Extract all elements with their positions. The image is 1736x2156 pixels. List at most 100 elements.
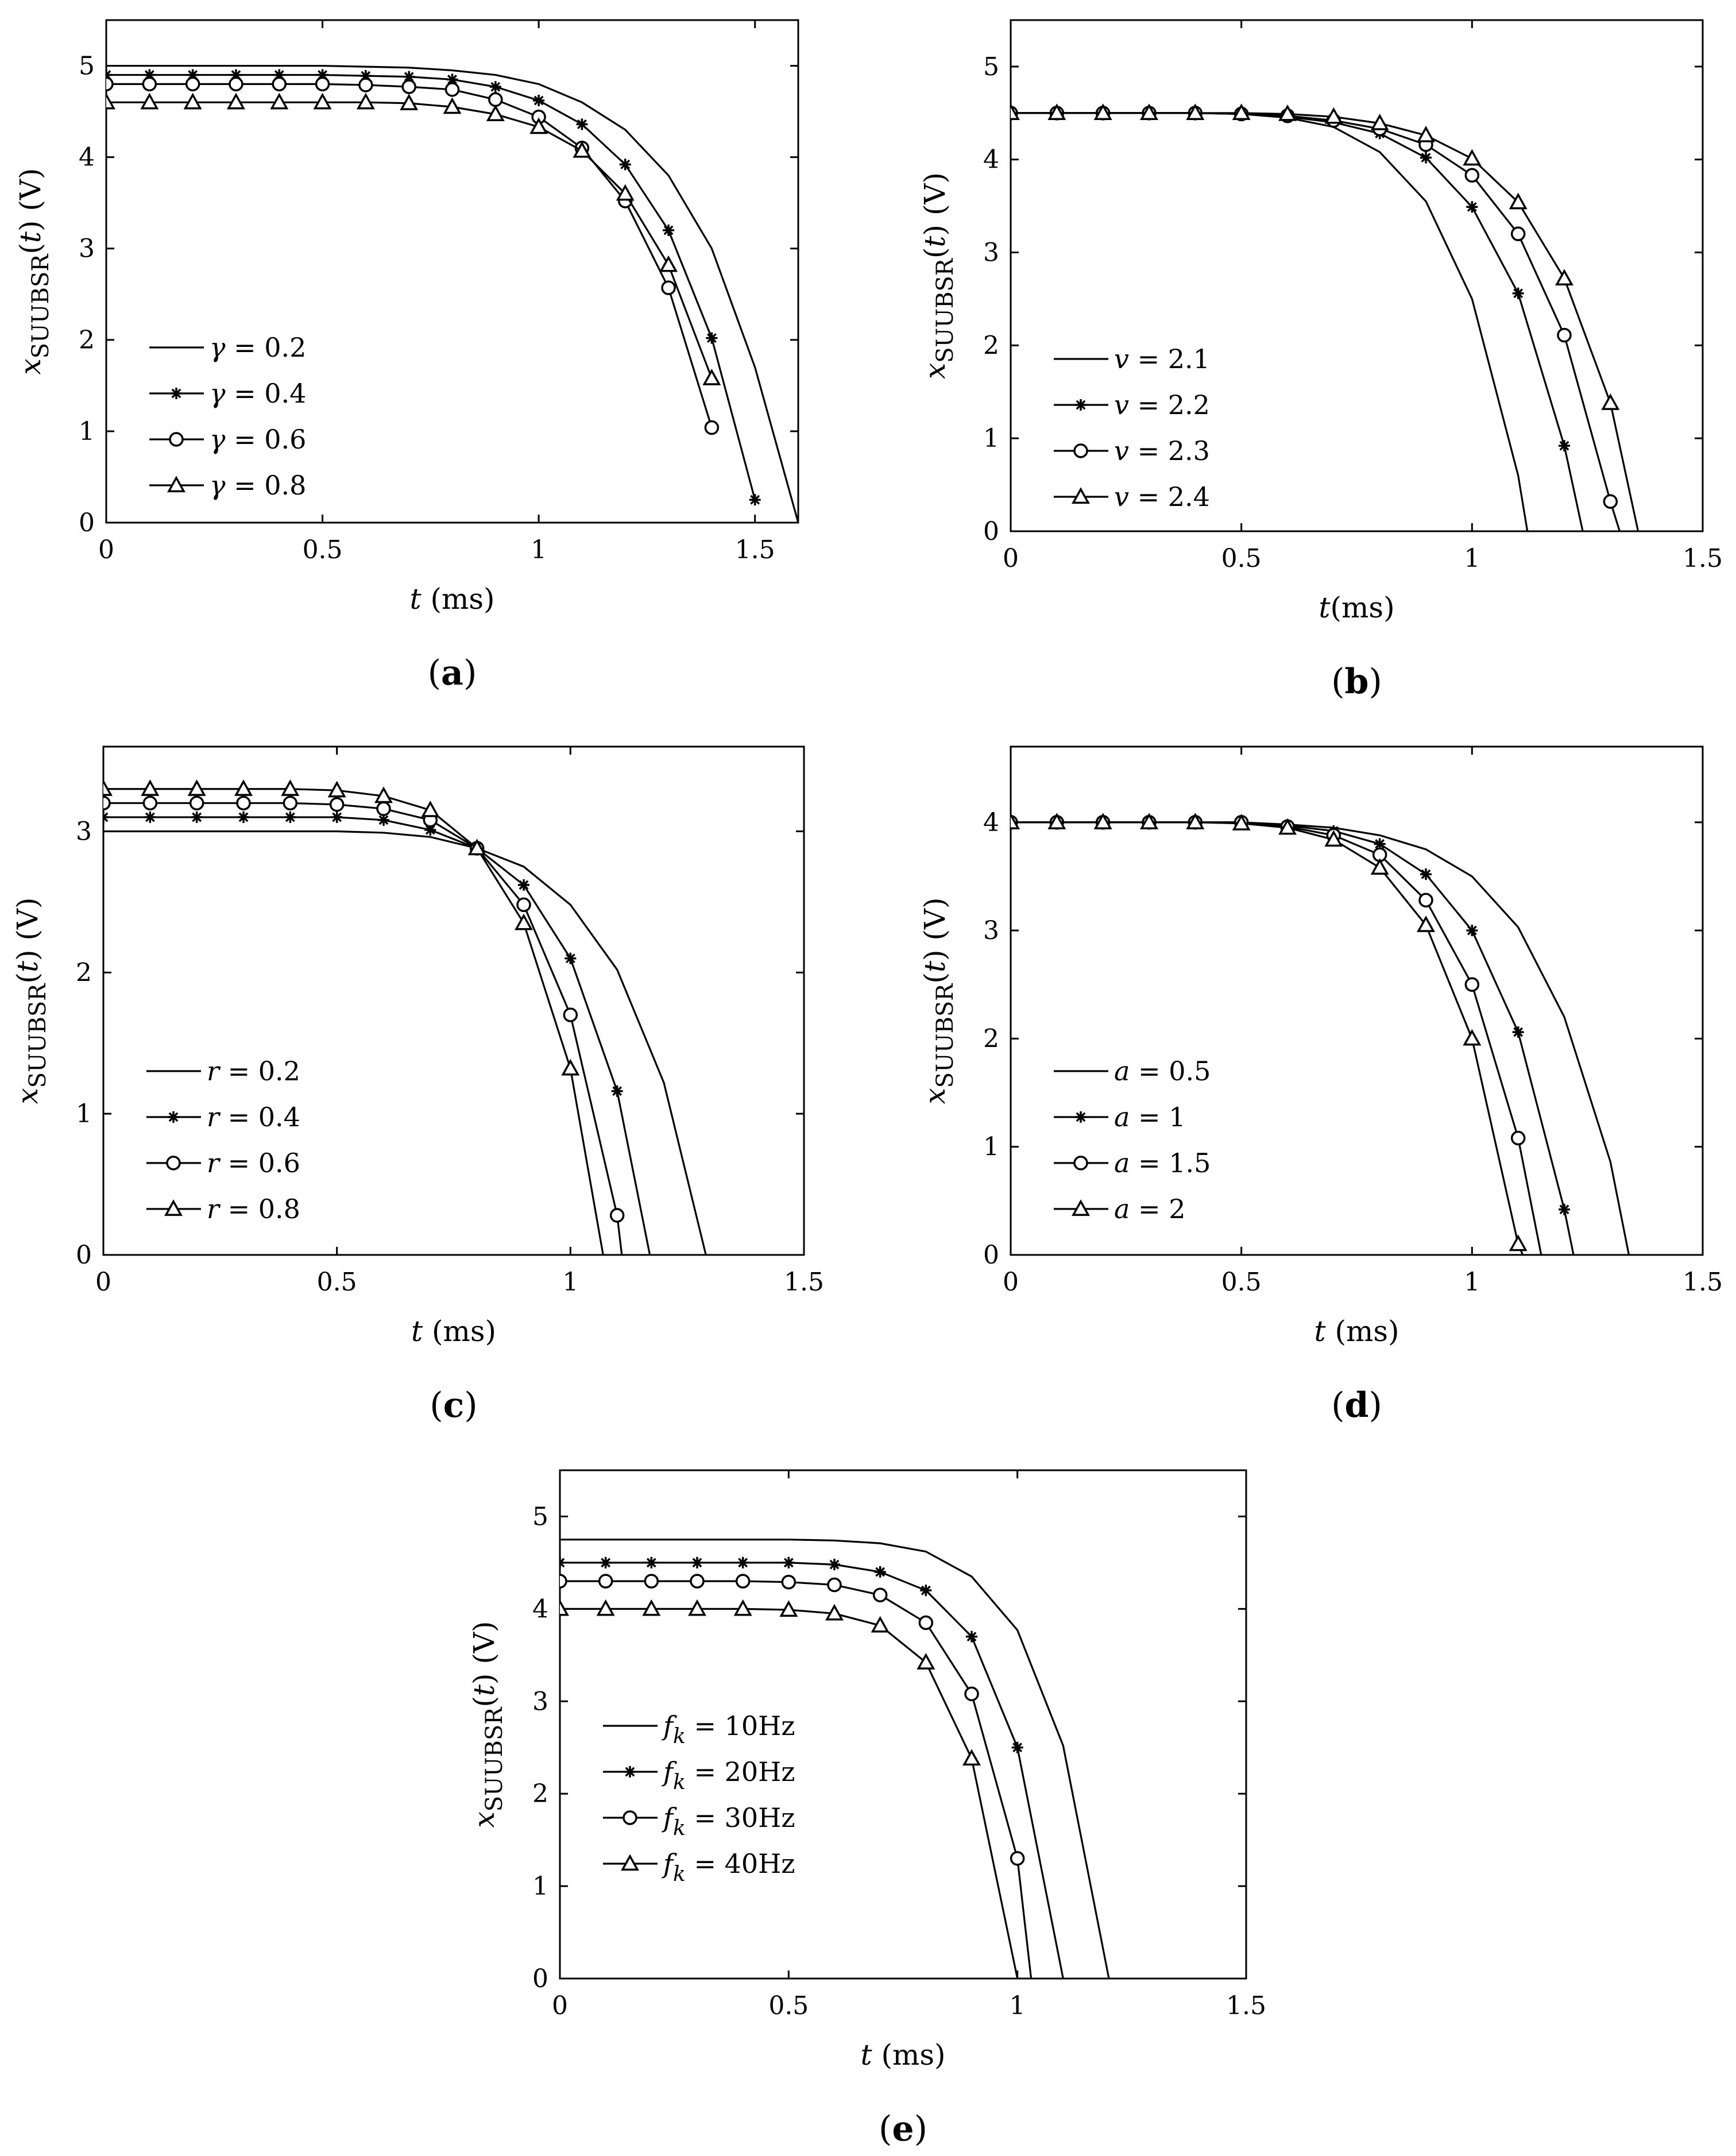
x-tick-label: 1.5 — [1226, 1991, 1266, 2020]
data-point — [284, 811, 296, 823]
legend-label: v = 2.3 — [1114, 435, 1210, 466]
series-line — [560, 1580, 1033, 1979]
data-point — [331, 811, 343, 823]
y-tick-label: 1 — [983, 424, 999, 453]
data-point — [962, 1749, 981, 1766]
data-point — [702, 369, 721, 385]
legend: fk = 10Hz fk = 20Hz fk = 30Hz fk = 40Hz — [603, 1710, 795, 1886]
data-point — [400, 94, 419, 110]
data-point — [488, 92, 503, 107]
data-point — [688, 1599, 706, 1616]
data-point — [779, 1600, 798, 1617]
data-point — [1011, 813, 1020, 829]
legend-item: γ = 0.2 — [149, 332, 306, 363]
y-tick-label: 1 — [983, 1133, 999, 1162]
legend: r = 0.2 r = 0.4 r = 0.6 r = 0.8 — [146, 1056, 300, 1224]
data-point — [236, 795, 251, 811]
data-point — [783, 1556, 795, 1568]
data-point — [1417, 915, 1435, 932]
legend-marker — [623, 1810, 637, 1825]
series-line — [560, 1539, 1110, 1979]
legend-item: a = 1.5 — [1054, 1147, 1211, 1179]
legend-item: γ = 0.8 — [149, 470, 306, 501]
data-point — [872, 1587, 888, 1602]
data-point — [103, 811, 109, 823]
series-triangle — [103, 779, 604, 1255]
legend-item: r = 0.2 — [146, 1056, 300, 1087]
legend: v = 2.1 v = 2.2 v = 2.3 v = 2.4 — [1054, 343, 1210, 512]
data-point — [1186, 103, 1205, 120]
legend-label: v = 2.2 — [1114, 389, 1210, 420]
legend-label: r = 0.8 — [207, 1193, 300, 1224]
series-line — [1011, 821, 1630, 1255]
data-point — [1324, 830, 1343, 847]
data-point — [598, 1574, 613, 1589]
data-point — [917, 1653, 935, 1670]
data-point — [609, 1208, 625, 1223]
chart-panel-b: 0 0.5 1 1.5 0 1 2 3 4 5 t(ms) xSUUBSR(t) (V) v = 2.1… — [918, 19, 1723, 702]
data-point — [1186, 813, 1205, 829]
data-point — [1603, 494, 1618, 509]
series-none — [106, 64, 798, 523]
data-point — [733, 1599, 752, 1616]
data-point — [313, 92, 332, 110]
legend-label: fk = 20Hz — [662, 1756, 795, 1794]
legend-label: γ = 0.4 — [210, 378, 306, 409]
x-tick-label: 1.5 — [784, 1268, 824, 1297]
series-line — [103, 802, 623, 1255]
x-axis-label: t(ms) — [1319, 591, 1394, 624]
series-line — [1011, 112, 1529, 531]
y-tick-label: 1 — [532, 1872, 548, 1901]
x-axis-label: t (ms) — [860, 2038, 945, 2072]
series-line — [560, 1562, 1064, 1979]
data-point — [191, 811, 203, 823]
series-line — [1011, 821, 1542, 1255]
data-point — [1278, 104, 1297, 121]
legend-label: γ = 0.8 — [210, 470, 306, 501]
legend-label: fk = 40Hz — [662, 1848, 795, 1886]
x-axis-label: t (ms) — [411, 1315, 496, 1348]
data-point — [1011, 1741, 1023, 1753]
series-circle — [1011, 106, 1621, 531]
x-tick-label: 1 — [1464, 1268, 1480, 1297]
series-line — [1011, 112, 1621, 531]
legend-label: r = 0.4 — [207, 1102, 300, 1133]
data-point — [827, 1577, 842, 1593]
data-point — [403, 71, 415, 83]
panel-label: (a) — [428, 653, 477, 693]
legend-marker — [168, 1111, 179, 1123]
y-axis-label: xSUUBSR(t) (V) — [918, 897, 958, 1104]
data-point — [229, 76, 243, 92]
panel-label: (e) — [879, 2109, 927, 2149]
y-tick-label: 3 — [532, 1687, 548, 1716]
x-tick-label: 0 — [95, 1268, 111, 1297]
legend-item: fk = 20Hz — [603, 1756, 795, 1794]
data-point — [1559, 440, 1570, 452]
y-tick-label: 4 — [79, 143, 95, 172]
data-point — [1324, 107, 1343, 124]
plot-frame — [1010, 745, 1704, 1256]
data-point — [563, 1007, 578, 1022]
legend: γ = 0.2 γ = 0.4 γ = 0.6 γ = 0.8 — [149, 332, 306, 501]
data-point — [1418, 892, 1433, 908]
data-point — [560, 1556, 566, 1568]
data-point — [187, 779, 206, 796]
plot-frame — [102, 745, 805, 1256]
legend-item: r = 0.8 — [146, 1193, 300, 1224]
data-point — [644, 1574, 659, 1589]
data-point — [829, 1559, 840, 1571]
series-triangle — [1011, 103, 1640, 531]
legend-item: fk = 10Hz — [603, 1710, 795, 1748]
data-point — [1559, 1203, 1570, 1215]
series-line — [103, 788, 604, 1255]
data-point — [619, 159, 631, 171]
data-point — [467, 839, 486, 856]
data-point — [356, 92, 375, 110]
data-point — [226, 92, 245, 110]
data-point — [560, 1599, 569, 1616]
data-point — [329, 797, 345, 812]
y-tick-label: 0 — [532, 1964, 548, 1993]
series-none — [1011, 821, 1630, 1255]
x-tick-label: 0 — [552, 1991, 568, 2020]
